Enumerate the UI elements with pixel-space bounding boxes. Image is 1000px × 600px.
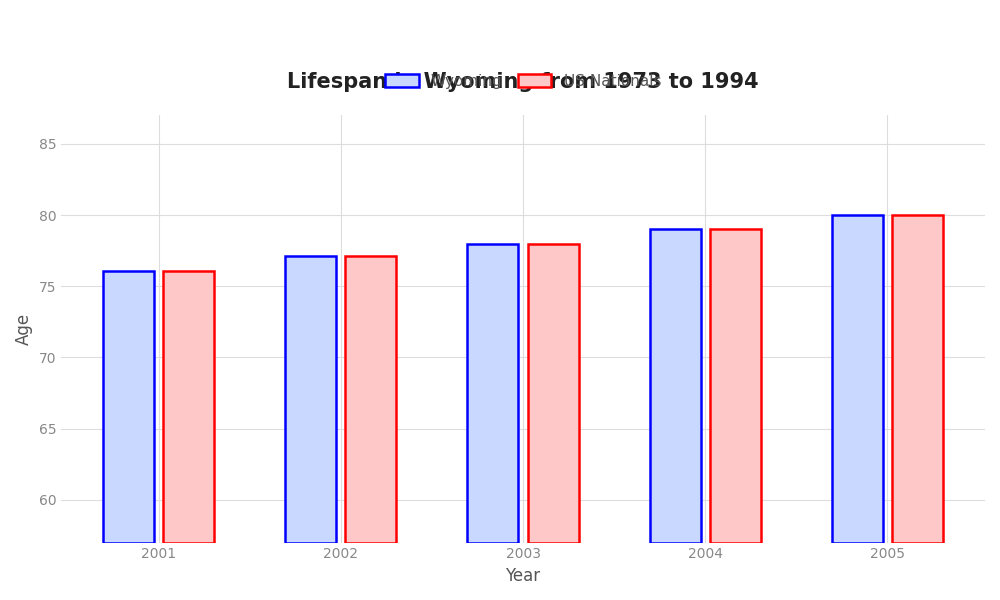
Legend: Wyoming, US Nationals: Wyoming, US Nationals xyxy=(379,68,667,95)
Bar xyxy=(528,244,579,542)
Bar xyxy=(710,229,761,542)
Bar xyxy=(345,256,396,542)
Bar xyxy=(285,256,336,542)
Title: Lifespan in Wyoming from 1973 to 1994: Lifespan in Wyoming from 1973 to 1994 xyxy=(287,71,759,92)
Y-axis label: Age: Age xyxy=(15,313,33,345)
Bar xyxy=(650,229,701,542)
Bar xyxy=(892,215,943,542)
Bar xyxy=(832,215,883,542)
X-axis label: Year: Year xyxy=(505,567,541,585)
Bar xyxy=(467,244,518,542)
Bar xyxy=(103,271,154,542)
Bar xyxy=(163,271,214,542)
